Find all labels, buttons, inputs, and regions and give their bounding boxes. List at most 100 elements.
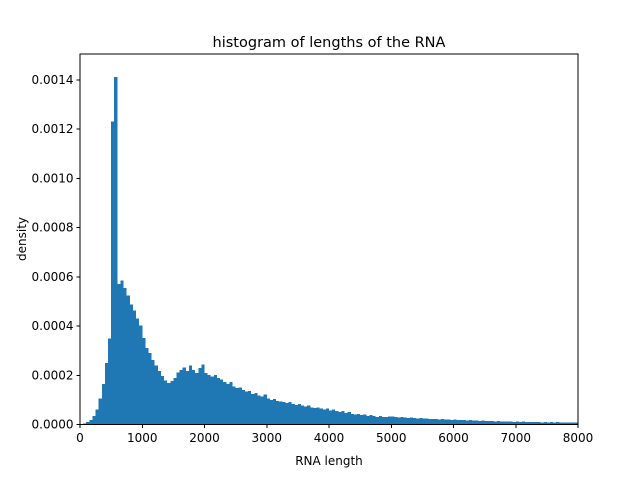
histogram-bar <box>195 373 199 425</box>
histogram-bar <box>136 318 140 425</box>
histogram-bar <box>332 409 336 425</box>
histogram-bar <box>344 412 348 425</box>
histogram-bar <box>269 399 273 425</box>
histogram-bar <box>83 423 87 425</box>
histogram-bar <box>114 77 118 425</box>
histogram-bar <box>350 413 354 425</box>
histogram-bar <box>179 370 183 425</box>
histogram-bar <box>409 417 414 425</box>
y-tick-label: 0.0012 <box>32 122 74 136</box>
histogram-bar <box>126 295 130 425</box>
histogram-bar <box>223 382 227 425</box>
histogram-bar <box>416 418 420 425</box>
x-tick-label: 3000 <box>251 431 282 445</box>
histogram-bar <box>226 384 230 425</box>
histogram-bar <box>546 422 550 425</box>
histogram-bar <box>260 396 264 425</box>
histogram-bar <box>204 373 208 425</box>
histogram-bar <box>378 416 382 425</box>
histogram-bar <box>285 403 289 425</box>
histogram-bar <box>403 417 407 425</box>
histogram-bar <box>201 364 205 425</box>
histogram-bar <box>151 360 155 425</box>
histogram-bar <box>385 417 389 425</box>
histogram-bar <box>232 386 236 425</box>
histogram-bar <box>251 393 255 425</box>
histogram-bar <box>484 421 488 425</box>
histogram-bar <box>431 419 435 425</box>
histogram-bar <box>132 310 137 425</box>
histogram-bar <box>117 284 121 425</box>
histogram-bar <box>108 338 112 425</box>
histogram-bar <box>534 421 538 425</box>
histogram-bar <box>279 401 283 425</box>
histogram-bar <box>182 367 186 425</box>
histogram-bar <box>294 404 298 425</box>
histogram-bar <box>254 392 258 425</box>
histogram-bar <box>341 411 345 425</box>
histogram-bar <box>216 378 221 425</box>
histogram-bar <box>422 418 426 425</box>
histogram-bar <box>170 380 174 425</box>
histogram-bar <box>450 419 454 425</box>
histogram-bar <box>500 421 504 425</box>
histogram-bar <box>266 398 270 425</box>
histogram-bar <box>518 421 522 425</box>
histogram-bar <box>437 419 442 425</box>
histogram-bar <box>490 421 494 425</box>
histogram-bar <box>104 362 109 425</box>
histogram-bar <box>441 419 445 425</box>
histogram-bar <box>310 407 314 425</box>
histogram-bar <box>400 417 404 425</box>
histogram-bar <box>428 418 432 425</box>
histogram-bar <box>154 365 158 425</box>
histogram-bar <box>503 421 507 425</box>
x-tick-label: 6000 <box>438 431 469 445</box>
histogram-bar <box>173 377 177 425</box>
ticks-group <box>76 79 579 428</box>
histogram-bar <box>176 372 180 425</box>
histogram-bar <box>381 417 386 425</box>
histogram-bar <box>528 421 532 425</box>
histogram-bar <box>465 420 470 425</box>
histogram-bar <box>456 419 460 425</box>
histogram-bar <box>394 416 398 425</box>
y-tick-label: 0.0006 <box>32 270 74 284</box>
histogram-bar <box>360 415 364 425</box>
histogram-bar <box>123 287 127 425</box>
histogram-bar <box>497 421 501 425</box>
y-tick-label: 0.0004 <box>32 319 74 333</box>
x-tick-label: 7000 <box>500 431 531 445</box>
histogram-bar <box>462 419 466 425</box>
histogram-bar <box>160 375 165 425</box>
histogram-bar <box>419 418 423 425</box>
histogram-bar <box>406 417 410 425</box>
histogram-bar <box>207 374 211 425</box>
histogram-bar <box>291 404 295 425</box>
histogram-bar <box>313 408 317 425</box>
histogram-bar <box>478 420 482 425</box>
histogram-bar <box>238 387 242 425</box>
y-tick-label: 0.0000 <box>32 418 74 432</box>
histogram-bar <box>338 411 342 425</box>
histogram-bar <box>397 417 401 425</box>
histogram-bar <box>257 395 261 425</box>
histogram-bar <box>248 390 252 425</box>
histogram-bar <box>493 421 498 425</box>
histogram-bar <box>164 380 168 425</box>
histogram-bar <box>220 379 224 425</box>
histogram-bar <box>129 304 133 425</box>
histogram-bar <box>531 422 535 425</box>
histogram-bar <box>101 383 105 425</box>
histogram-bar <box>425 418 429 425</box>
histogram-bar <box>447 419 451 425</box>
histogram-bar <box>537 422 541 425</box>
histogram-bar <box>213 374 217 425</box>
x-tick-label: 0 <box>76 431 84 445</box>
histogram-bar <box>549 422 554 425</box>
histogram-bar <box>565 422 569 425</box>
bars-group <box>80 77 578 425</box>
histogram-bar <box>375 417 379 425</box>
histogram-bar <box>357 413 361 425</box>
